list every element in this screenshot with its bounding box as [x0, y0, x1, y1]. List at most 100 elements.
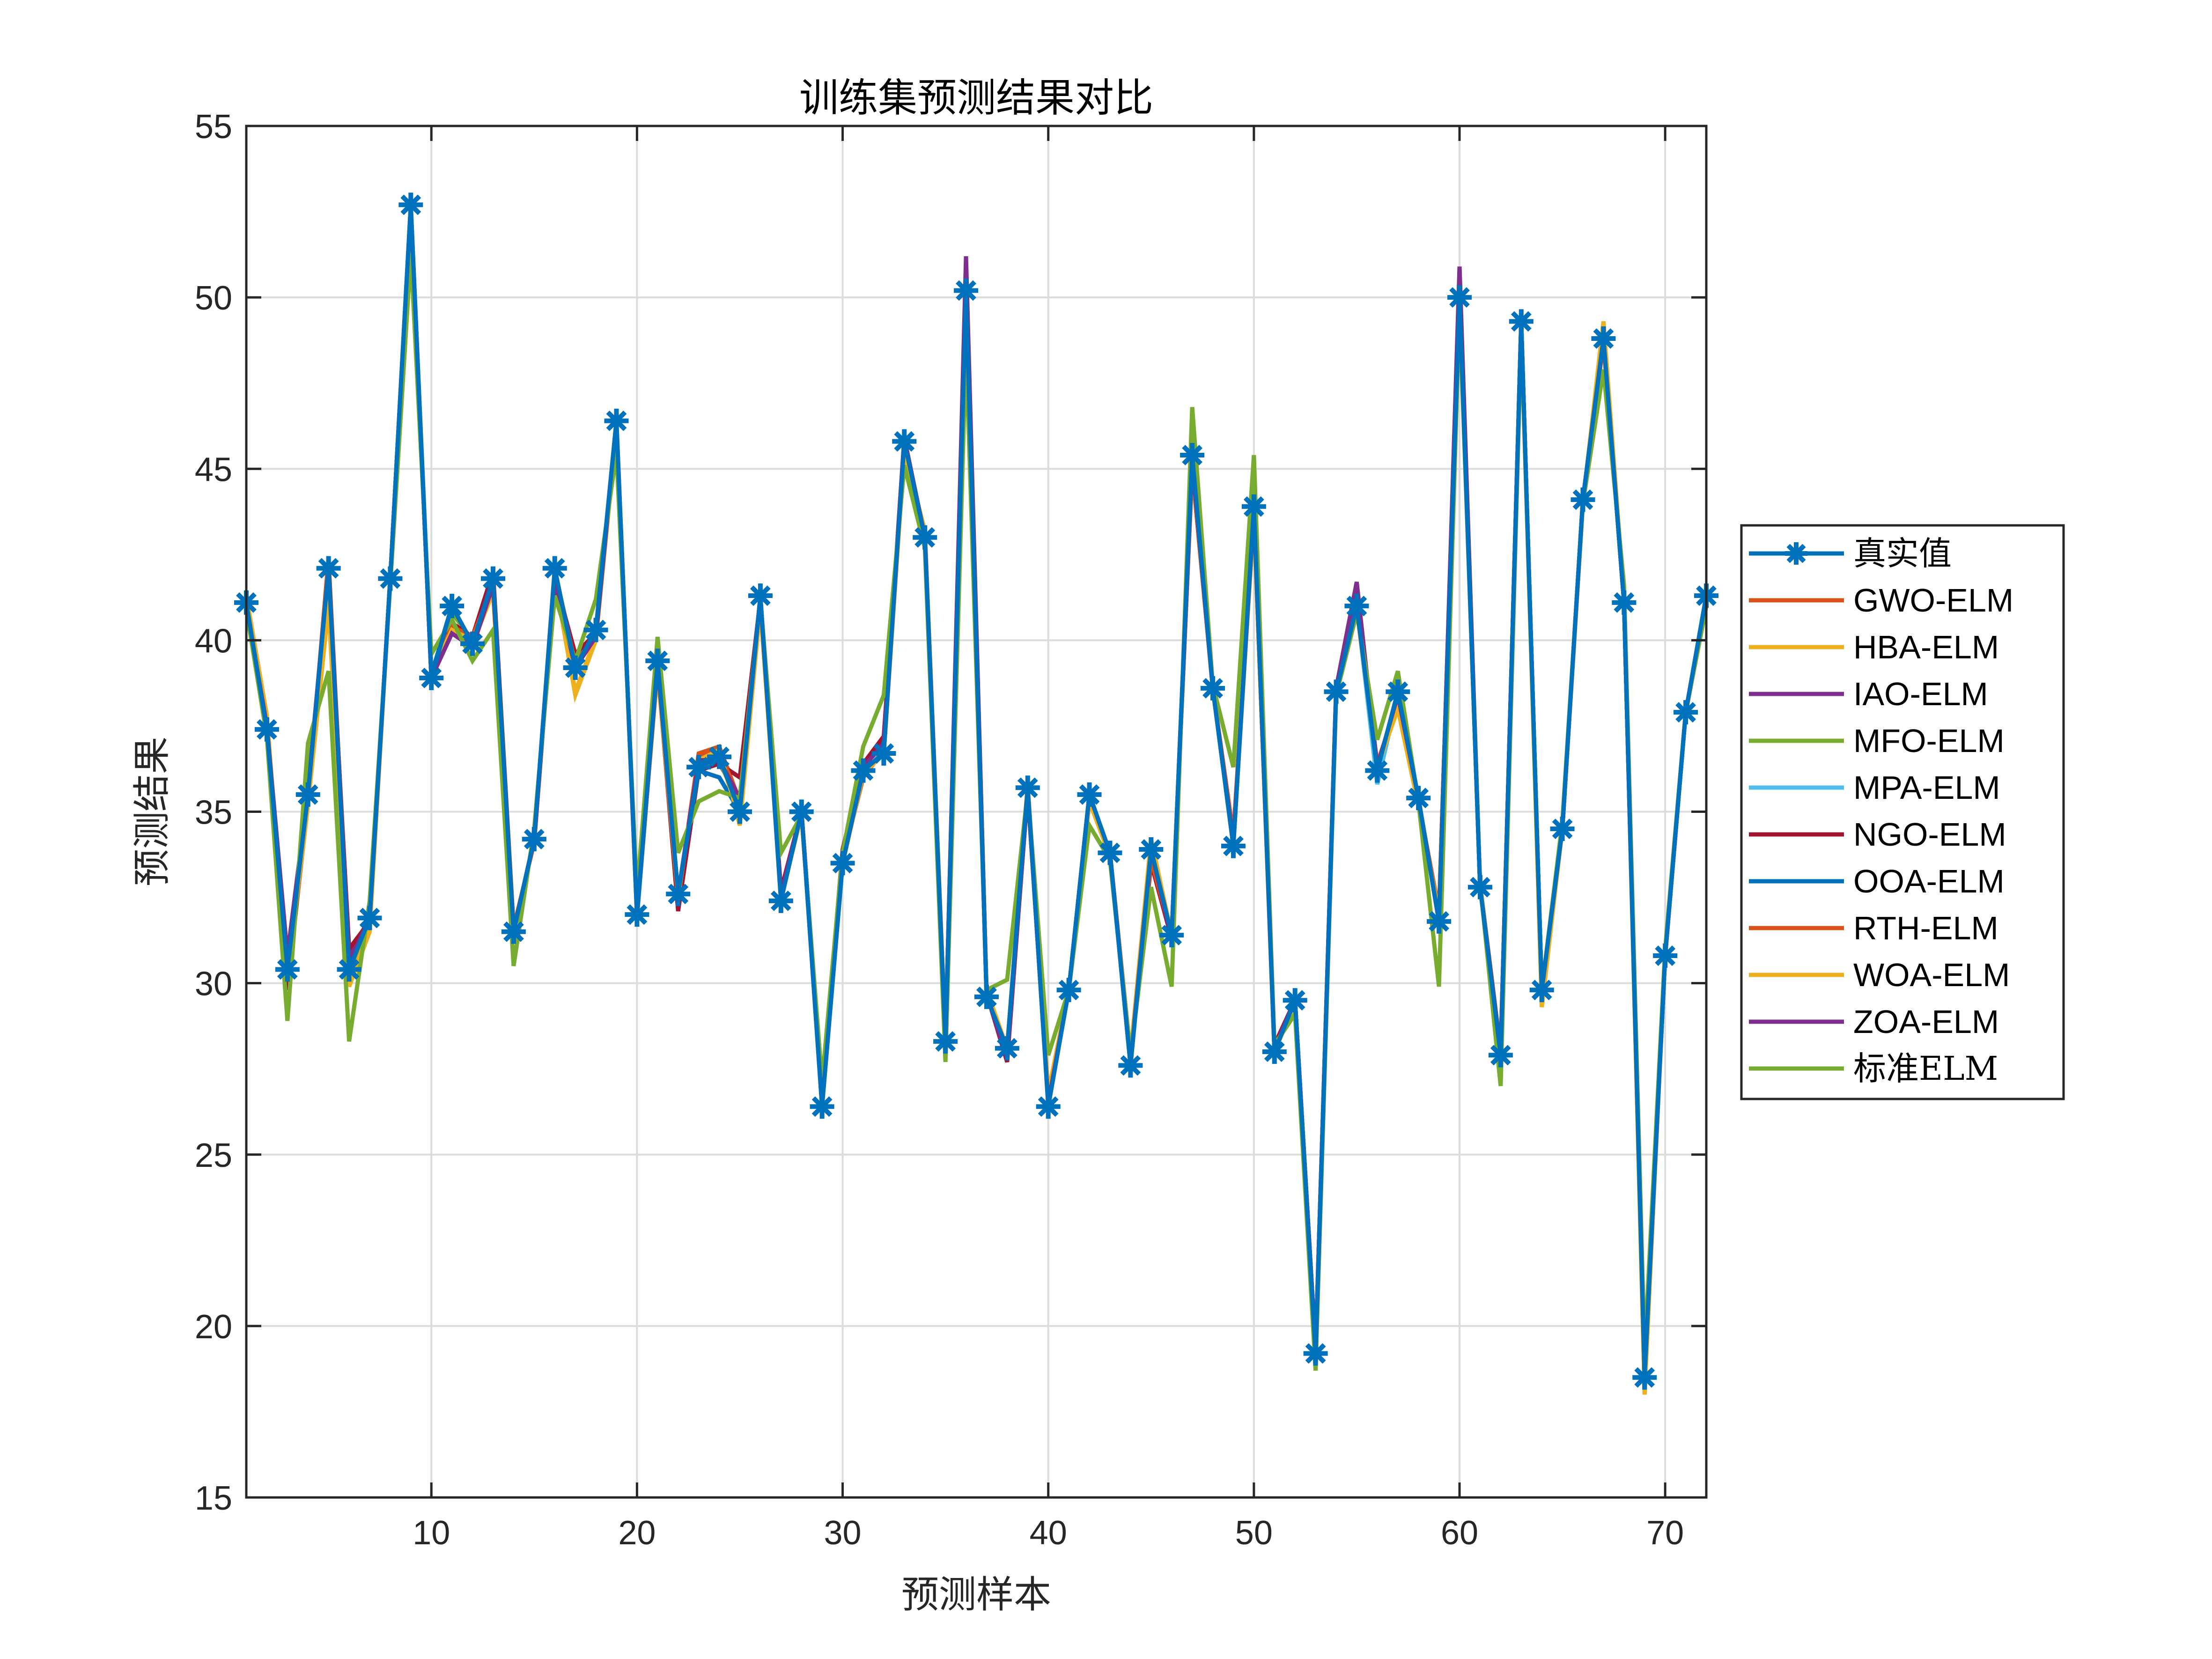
legend-label: WOA-ELM: [1853, 957, 2010, 993]
asterisk-marker-icon: [933, 1029, 958, 1054]
asterisk-marker-icon: [1015, 775, 1040, 800]
legend-label: MFO-ELM: [1853, 723, 2005, 759]
legend-item: 标准ELM: [1749, 1049, 1998, 1088]
legend-label: ZOA-ELM: [1853, 1003, 1999, 1040]
asterisk-marker-icon: [501, 919, 526, 944]
asterisk-marker-icon: [1674, 700, 1698, 725]
legend-label: 标准ELM: [1853, 1049, 1998, 1088]
asterisk-marker-icon: [295, 782, 320, 807]
asterisk-marker-icon: [1653, 944, 1678, 968]
asterisk-marker-icon: [1406, 786, 1431, 811]
legend: 真实值 GWO-ELM HBA-ELM IAO-ELM MFO-ELM MPA-ELM NG…: [1740, 524, 2065, 1100]
asterisk-marker-icon: [1036, 1094, 1061, 1119]
y-tick-label: 25: [195, 1137, 232, 1174]
asterisk-marker-icon: [398, 192, 423, 217]
asterisk-marker-icon: [666, 882, 691, 907]
asterisk-marker-icon: [1509, 309, 1534, 334]
y-tick-label: 35: [195, 794, 232, 832]
legend-item: RTH-ELM: [1749, 910, 1998, 946]
asterisk-marker-icon: [1201, 676, 1225, 700]
asterisk-marker-icon: [1365, 758, 1390, 783]
asterisk-marker-icon: [1591, 326, 1616, 351]
asterisk-marker-icon: [1303, 1341, 1328, 1366]
axis-ticks: [246, 125, 1706, 1499]
asterisk-marker-icon: [316, 556, 341, 581]
asterisk-marker-icon: [522, 827, 546, 852]
asterisk-marker-icon: [1488, 1043, 1513, 1068]
y-tick-label: 40: [195, 622, 232, 660]
asterisk-marker-icon: [1550, 817, 1575, 841]
asterisk-marker-icon: [419, 665, 444, 690]
y-tick-label: 45: [195, 451, 232, 488]
asterisk-marker-icon: [707, 745, 732, 769]
legend-box: [1740, 524, 2065, 1100]
asterisk-marker-icon: [995, 1036, 1019, 1061]
legend-item: NGO-ELM: [1749, 816, 2006, 853]
asterisk-marker-icon: [604, 408, 629, 433]
legend-label: OOA-ELM: [1853, 863, 2005, 900]
asterisk-marker-icon: [1262, 1040, 1287, 1064]
asterisk-marker-icon: [1139, 837, 1164, 862]
true-value-markers: [234, 192, 1718, 1390]
asterisk-marker-icon: [645, 649, 670, 673]
asterisk-marker-icon: [830, 851, 855, 876]
asterisk-marker-icon: [1612, 590, 1637, 615]
legend-item: HBA-ELM: [1749, 629, 1999, 665]
asterisk-marker-icon: [1427, 909, 1452, 934]
legend-item: 真实值: [1749, 534, 1952, 573]
asterisk-marker-icon: [378, 566, 403, 591]
asterisk-marker-icon: [974, 984, 999, 1009]
y-tick-label: 55: [195, 108, 232, 146]
y-axis-label: 预测结果: [130, 737, 174, 886]
asterisk-marker-icon: [1344, 594, 1369, 619]
y-tick-label: 20: [195, 1308, 232, 1346]
legend-label: NGO-ELM: [1853, 816, 2006, 853]
asterisk-marker-icon: [1159, 923, 1184, 948]
asterisk-marker-icon: [1785, 542, 1807, 565]
asterisk-marker-icon: [480, 566, 505, 591]
asterisk-marker-icon: [275, 957, 300, 982]
asterisk-marker-icon: [440, 594, 465, 619]
y-tick-label: 50: [195, 280, 232, 317]
asterisk-marker-icon: [954, 278, 979, 303]
legend-item: MFO-ELM: [1749, 723, 2005, 759]
legend-item: ZOA-ELM: [1749, 1003, 1999, 1040]
legend-item: GWO-ELM: [1749, 582, 2013, 619]
legend-item: MPA-ELM: [1749, 769, 2000, 806]
x-tick-label: 20: [618, 1514, 656, 1552]
asterisk-marker-icon: [254, 717, 279, 742]
asterisk-marker-icon: [810, 1094, 834, 1119]
x-axis-label: 预测样本: [901, 1573, 1051, 1616]
asterisk-marker-icon: [337, 957, 361, 982]
asterisk-marker-icon: [1571, 487, 1595, 512]
asterisk-marker-icon: [1056, 978, 1081, 1003]
legend-item: WOA-ELM: [1749, 957, 2010, 993]
x-tick-label: 40: [1030, 1514, 1067, 1552]
asterisk-marker-icon: [686, 755, 711, 780]
legend-label: 真实值: [1853, 534, 1952, 573]
tick-labels: 10 20 30 40 50 60 70 15 20 25 30 35 40 45 50 55: [195, 108, 1684, 1552]
asterisk-marker-icon: [913, 525, 937, 550]
x-tick-label: 60: [1441, 1514, 1478, 1552]
asterisk-marker-icon: [625, 902, 649, 927]
asterisk-marker-icon: [1241, 494, 1266, 519]
legend-item: OOA-ELM: [1749, 863, 2005, 900]
legend-label: IAO-ELM: [1853, 676, 1988, 712]
asterisk-marker-icon: [357, 906, 382, 930]
y-tick-label: 15: [195, 1480, 232, 1517]
asterisk-marker-icon: [871, 741, 896, 766]
asterisk-marker-icon: [1077, 782, 1102, 807]
asterisk-marker-icon: [583, 618, 608, 642]
asterisk-marker-icon: [1221, 833, 1246, 858]
y-tick-label: 30: [195, 966, 232, 1003]
legend-label: GWO-ELM: [1853, 582, 2013, 619]
chart-title: 训练集预测结果对比: [799, 75, 1153, 121]
asterisk-marker-icon: [789, 799, 814, 824]
legend-label: MPA-ELM: [1853, 769, 2000, 806]
asterisk-marker-icon: [542, 556, 567, 581]
asterisk-marker-icon: [768, 888, 793, 913]
asterisk-marker-icon: [851, 758, 876, 783]
series-lines: [244, 205, 1709, 1395]
asterisk-marker-icon: [1447, 285, 1472, 310]
